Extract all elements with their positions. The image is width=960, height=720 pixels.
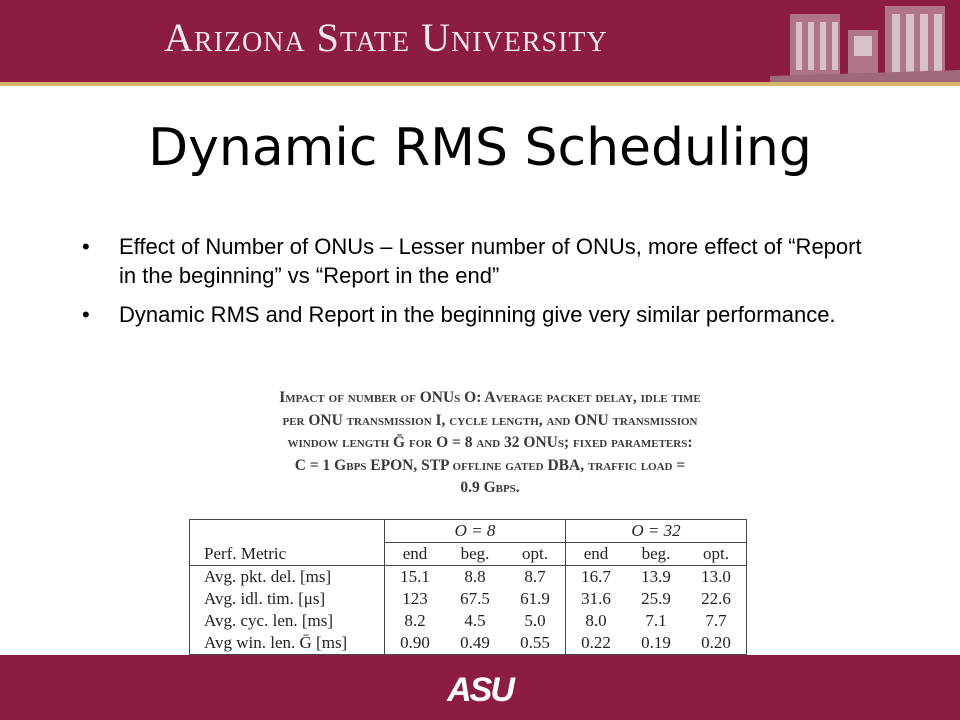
table-cell: 13.0: [686, 565, 747, 588]
table-cell: 0.55: [505, 632, 566, 655]
column-header: beg.: [445, 542, 505, 566]
row-metric: Avg. idl. tim. [μs]: [189, 588, 385, 610]
table-cell: 7.1: [645, 611, 667, 630]
table-cell: 7.7: [686, 610, 747, 632]
table-caption: Impact of number of ONUs O: Average pack…: [180, 387, 800, 500]
group-header-o32: O = 32: [565, 519, 747, 543]
header-banner: Arizona State University: [0, 0, 960, 82]
row-metric: Avg. cyc. len. [ms]: [189, 610, 385, 632]
column-header: beg.: [626, 542, 686, 566]
table-cell: 8.0: [565, 610, 626, 632]
row-metric: Avg win. len. Ḡ [ms]: [189, 632, 385, 655]
metric-column-header: Perf. Metric: [189, 542, 385, 566]
caption-line: Impact of number of ONUs O: Average pack…: [279, 389, 701, 406]
table-cell: 4.5: [464, 611, 486, 630]
column-header: end: [384, 542, 445, 566]
table-corner: [189, 519, 385, 543]
table-cell: 8.2: [384, 610, 445, 632]
table-cell: 5.0: [524, 611, 546, 630]
table-cell: 8.8: [464, 567, 486, 586]
table-cell: 0.19: [626, 632, 686, 655]
header-gold-rule: [0, 82, 960, 86]
column-header: end: [565, 542, 626, 566]
table-cell: 25.9: [641, 589, 671, 608]
asu-logo-icon: ASU: [446, 671, 518, 707]
table-cell: 61.9: [520, 589, 550, 608]
university-name: Arizona State University: [164, 15, 608, 60]
slide-title: Dynamic RMS Scheduling: [148, 118, 812, 178]
column-header: opt.: [505, 542, 566, 566]
table-cell: 123: [384, 588, 445, 610]
bullet-symbol: •: [82, 234, 90, 259]
bullet-item: • Dynamic RMS and Report in the beginnin…: [82, 300, 862, 329]
table-row: Avg. cyc. len. [ms] 8.2 4.5 5.0 8.0 7.1 …: [189, 610, 747, 632]
caption-line: per ONU transmission I, cycle length, an…: [282, 411, 698, 429]
group-header-o8: O = 8: [384, 519, 566, 543]
table-cell: 0.90: [384, 632, 445, 655]
table-cell: 31.6: [565, 588, 626, 610]
campus-building-icon: [770, 0, 960, 82]
footer-banner: [0, 655, 960, 720]
table-cell: 0.22: [565, 632, 626, 655]
bullet-symbol: •: [82, 302, 90, 327]
table-row: Avg win. len. Ḡ [ms] 0.90 0.49 0.55 0.22…: [189, 632, 747, 655]
table-cell: 13.9: [641, 567, 671, 586]
caption-line: window length Ḡ for O = 8 and 32 ONUs; f…: [287, 434, 693, 451]
table-cell: 16.7: [565, 565, 626, 588]
table-cell: 22.6: [686, 588, 747, 610]
table-row: Avg. pkt. del. [ms] 15.1 8.8 8.7 16.7 13…: [189, 565, 747, 588]
table-cell: 0.20: [686, 632, 747, 655]
results-table: O = 8 O = 32 Perf. Metric end beg. opt. …: [189, 519, 747, 655]
table-cell: 8.7: [524, 567, 546, 586]
bullet-text: Dynamic RMS and Report in the beginning …: [119, 302, 836, 327]
row-metric: Avg. pkt. del. [ms]: [189, 565, 385, 588]
bullet-list: • Effect of Number of ONUs – Lesser numb…: [82, 232, 862, 339]
bullet-text: Effect of Number of ONUs – Lesser number…: [119, 234, 862, 288]
bullet-item: • Effect of Number of ONUs – Lesser numb…: [82, 232, 862, 290]
table-cell: 15.1: [384, 565, 445, 588]
table-row: Avg. idl. tim. [μs] 123 67.5 61.9 31.6 2…: [189, 588, 747, 610]
table-cell: 67.5: [460, 589, 490, 608]
column-header: opt.: [686, 542, 747, 566]
caption-line: 0.9 Gbps.: [460, 479, 520, 496]
table-cell: 0.49: [445, 632, 505, 655]
caption-line: C = 1 Gbps EPON, STP offline gated DBA, …: [294, 456, 686, 474]
asu-logo-text: ASU: [446, 671, 516, 707]
